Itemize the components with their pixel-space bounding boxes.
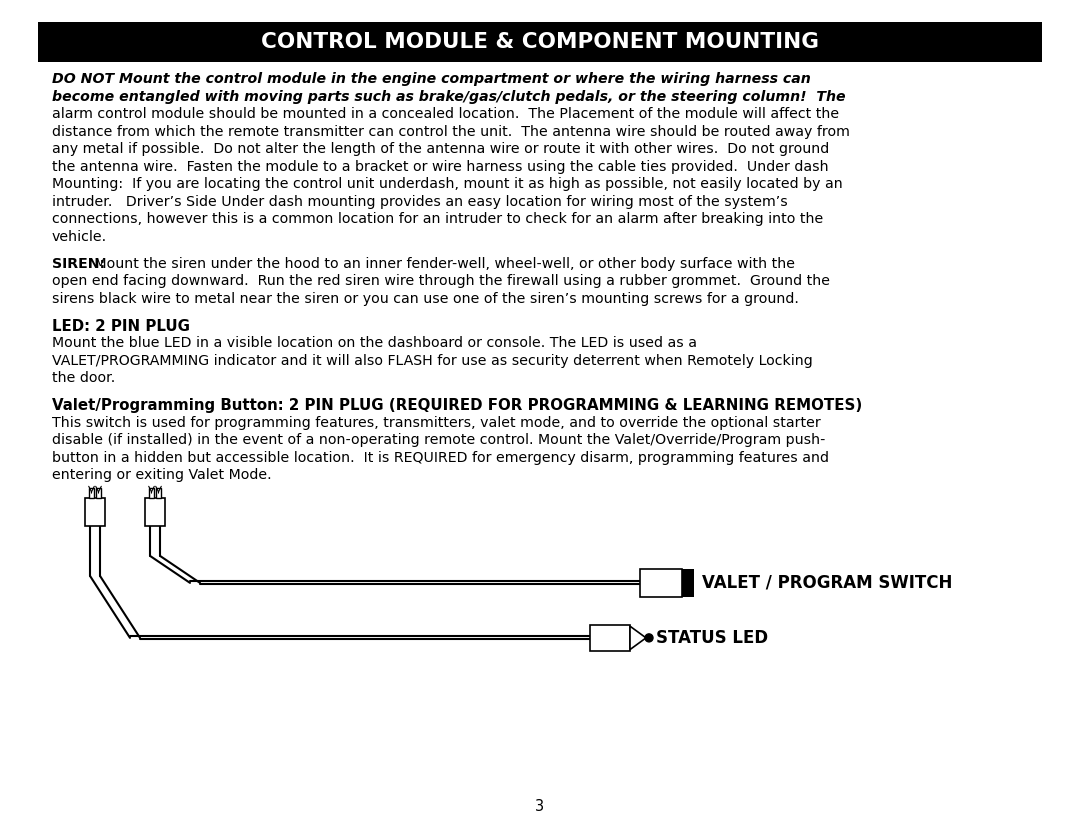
Text: sirens black wire to metal near the siren or you can use one of the siren’s moun: sirens black wire to metal near the sire…	[52, 292, 799, 305]
Bar	[590, 625, 630, 651]
Text: LED: 2 PIN PLUG: LED: 2 PIN PLUG	[52, 319, 190, 334]
Bar	[156, 488, 161, 498]
Text: open end facing downward.  Run the red siren wire through the firewall using a r: open end facing downward. Run the red si…	[52, 274, 831, 288]
Text: the antenna wire.  Fasten the module to a bracket or wire harness using the cabl: the antenna wire. Fasten the module to a…	[52, 159, 828, 173]
Text: VALET / PROGRAM SWITCH: VALET / PROGRAM SWITCH	[702, 574, 953, 592]
Bar	[38, 22, 1042, 62]
Text: SIREN:: SIREN:	[52, 257, 105, 270]
Text: disable (if installed) in the event of a non-operating remote control. Mount the: disable (if installed) in the event of a…	[52, 434, 825, 447]
Bar	[145, 498, 165, 526]
Text: vehicle.: vehicle.	[52, 229, 107, 244]
Text: connections, however this is a common location for an intruder to check for an a: connections, however this is a common lo…	[52, 212, 823, 226]
Text: Mounting:  If you are locating the control unit underdash, mount it as high as p: Mounting: If you are locating the contro…	[52, 177, 842, 191]
Text: the door.: the door.	[52, 371, 116, 385]
Text: entering or exiting Valet Mode.: entering or exiting Valet Mode.	[52, 469, 272, 482]
Text: STATUS LED: STATUS LED	[656, 629, 768, 647]
Text: VALET/PROGRAMMING indicator and it will also FLASH for use as security deterrent: VALET/PROGRAMMING indicator and it will …	[52, 354, 813, 368]
Text: DO NOT Mount the control module in the engine compartment or where the wiring ha: DO NOT Mount the control module in the e…	[52, 72, 811, 86]
Text: Mount the blue LED in a visible location on the dashboard or console. The LED is: Mount the blue LED in a visible location…	[52, 336, 697, 350]
Text: Valet/Programming Button: 2 PIN PLUG (REQUIRED FOR PROGRAMMING & LEARNING REMOTE: Valet/Programming Button: 2 PIN PLUG (RE…	[52, 399, 862, 414]
Text: intruder.   Driver’s Side Under dash mounting provides an easy location for wiri: intruder. Driver’s Side Under dash mount…	[52, 194, 787, 208]
Text: button in a hidden but accessible location.  It is REQUIRED for emergency disarm: button in a hidden but accessible locati…	[52, 451, 829, 465]
Text: become entangled with moving parts such as brake/gas/clutch pedals, or the steer: become entangled with moving parts such …	[52, 89, 846, 103]
Bar	[149, 488, 154, 498]
Text: Mount the siren under the hood to an inner fender-well, wheel-well, or other bod: Mount the siren under the hood to an inn…	[90, 257, 795, 270]
Text: This switch is used for programming features, transmitters, valet mode, and to o: This switch is used for programming feat…	[52, 416, 821, 430]
Bar	[85, 498, 105, 526]
Text: CONTROL MODULE & COMPONENT MOUNTING: CONTROL MODULE & COMPONENT MOUNTING	[261, 32, 819, 52]
Polygon shape	[630, 626, 646, 650]
Bar	[640, 569, 681, 597]
Text: alarm control module should be mounted in a concealed location.  The Placement o: alarm control module should be mounted i…	[52, 107, 839, 121]
Bar	[96, 488, 102, 498]
Text: any metal if possible.  Do not alter the length of the antenna wire or route it : any metal if possible. Do not alter the …	[52, 142, 829, 156]
Bar	[89, 488, 94, 498]
Bar	[681, 569, 694, 597]
Text: distance from which the remote transmitter can control the unit.  The antenna wi: distance from which the remote transmitt…	[52, 124, 850, 138]
Circle shape	[645, 634, 653, 642]
Text: 3: 3	[536, 799, 544, 814]
